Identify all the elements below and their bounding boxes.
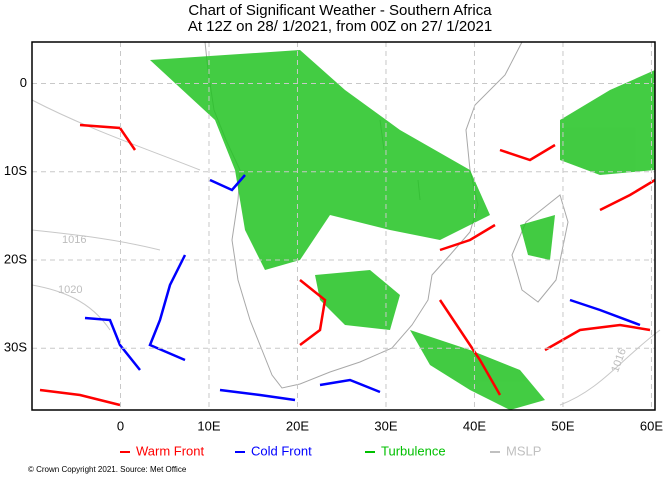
- warm-front: [438, 299, 502, 396]
- x-tick-label: 20E: [286, 418, 309, 433]
- madagascar: [511, 194, 569, 303]
- warm-front: [499, 143, 556, 162]
- isobars: [31, 99, 661, 406]
- y-tick-label: 30S: [4, 340, 27, 355]
- isobar: [31, 99, 201, 171]
- map-area: 1016 1020 1016: [31, 41, 661, 410]
- isobar-label: 1016: [609, 347, 629, 374]
- isobar-label: 1016: [62, 234, 86, 246]
- warm-front: [79, 123, 137, 151]
- plot-frame: [31, 41, 656, 411]
- legend-label: MSLP: [506, 443, 541, 458]
- x-tick-label: 0: [117, 418, 124, 433]
- warm-front: [544, 323, 651, 352]
- isobar: [31, 284, 111, 331]
- cold-front: [209, 174, 246, 192]
- warm-front: [599, 178, 656, 212]
- x-tick-label: 10E: [197, 418, 220, 433]
- x-tick-label: 30E: [374, 418, 397, 433]
- turbulence-areas: [150, 50, 655, 410]
- chart-subtitle: At 12Z on 28/ 1/2021, from 00Z on 27/ 1/…: [188, 18, 492, 35]
- x-tick-label: 50E: [551, 418, 574, 433]
- turbulence-area: [560, 70, 655, 175]
- warm-front: [39, 388, 121, 407]
- cold-front: [219, 388, 296, 402]
- cold-front: [319, 378, 381, 394]
- isobar-label: 1020: [58, 284, 82, 296]
- turbulence-area: [410, 330, 545, 410]
- legend-label: Cold Front: [251, 443, 312, 458]
- chart-title: Chart of Significant Weather - Southern …: [188, 2, 492, 19]
- warm-front: [299, 279, 327, 346]
- warm-front: [439, 223, 496, 252]
- turbulence-area: [520, 215, 555, 260]
- turbulence-area: [315, 270, 400, 330]
- cold-front: [84, 316, 141, 371]
- cold-front: [148, 254, 187, 362]
- y-tick-label: 0: [20, 75, 27, 90]
- turbulence-area: [150, 50, 490, 270]
- cold-front: [569, 298, 641, 327]
- y-tick-label: 10S: [4, 163, 27, 178]
- y-tick-label: 20S: [4, 251, 27, 266]
- x-tick-label: 60E: [640, 418, 663, 433]
- legend-label: Turbulence: [381, 443, 446, 458]
- legend-label: Warm Front: [136, 443, 205, 458]
- isobar: [31, 229, 161, 251]
- isobar: [559, 329, 661, 406]
- x-tick-label: 40E: [463, 418, 486, 433]
- copyright: © Crown Copyright 2021. Source: Met Offi…: [28, 465, 187, 474]
